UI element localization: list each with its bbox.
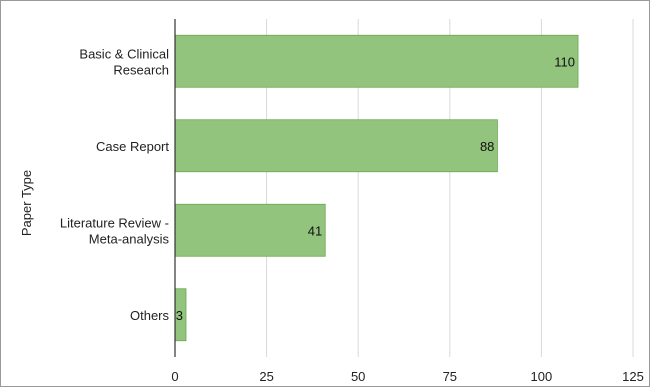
labels: 0 25 50 75 100 125 110 Basic & ClinicalResearch… <box>60 46 644 384</box>
category-label: Basic & Clinical <box>79 46 169 61</box>
bar-2 <box>174 203 326 257</box>
bars <box>174 34 579 342</box>
category-label: Meta-analysis <box>89 231 170 246</box>
data-label: 110 <box>554 54 575 69</box>
x-tick-label: 125 <box>622 369 644 384</box>
x-tick-label: 100 <box>531 369 553 384</box>
data-label: 88 <box>480 139 494 154</box>
x-tick-label: 0 <box>171 369 178 384</box>
category-label: Case Report <box>96 139 169 154</box>
data-label: 41 <box>308 223 322 238</box>
x-tick-label: 50 <box>351 369 365 384</box>
bar-0 <box>174 34 579 88</box>
category-label: Literature Review - <box>60 215 169 230</box>
category-label: Others <box>130 308 170 323</box>
y-axis-title: Paper Type <box>19 170 34 236</box>
x-tick-label: 25 <box>259 369 273 384</box>
data-label: 3 <box>176 308 183 323</box>
bar-1 <box>174 119 498 173</box>
x-tick-label: 75 <box>443 369 457 384</box>
category-label: Research <box>113 62 169 77</box>
